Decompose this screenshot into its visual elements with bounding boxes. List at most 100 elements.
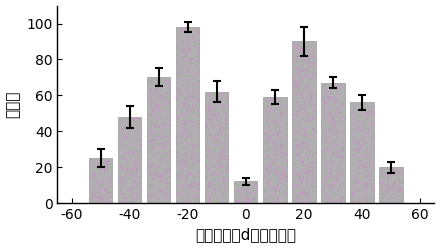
Point [272, 162, 279, 166]
Point [363, 152, 370, 156]
Point [308, 96, 315, 100]
Point [279, 157, 286, 161]
Point [292, 113, 299, 117]
Point [332, 151, 339, 155]
Point [118, 185, 125, 189]
Point [355, 164, 362, 168]
Point [296, 118, 303, 122]
Point [302, 57, 309, 61]
Point [161, 146, 168, 150]
Point [161, 131, 169, 135]
Point [296, 128, 303, 132]
Point [222, 112, 229, 116]
Point [378, 182, 385, 186]
Point [192, 38, 199, 42]
Point [154, 86, 161, 90]
Point [271, 117, 278, 121]
Point [176, 166, 183, 170]
Point [241, 200, 248, 204]
Point [126, 194, 133, 198]
Point [188, 88, 195, 92]
Point [153, 82, 160, 86]
Point [368, 168, 375, 172]
Point [194, 86, 201, 90]
Point [363, 130, 370, 134]
Point [190, 38, 197, 42]
Point [291, 126, 298, 130]
Point [150, 175, 157, 179]
Point [207, 191, 214, 195]
Point [117, 187, 124, 191]
Point [326, 124, 333, 128]
Point [93, 198, 100, 202]
Point [302, 174, 309, 178]
Point [179, 101, 186, 105]
Point [147, 150, 154, 154]
Point [105, 183, 112, 187]
Point [128, 149, 136, 153]
Point [137, 192, 144, 196]
Point [324, 182, 331, 186]
Point [204, 113, 211, 117]
Point [154, 87, 161, 91]
Point [188, 135, 195, 139]
Point [223, 146, 230, 150]
Point [166, 84, 173, 88]
Point [353, 128, 360, 132]
Point [263, 162, 270, 166]
Point [120, 156, 127, 160]
Point [223, 121, 230, 125]
Point [176, 185, 183, 189]
Point [181, 50, 188, 54]
Point [385, 172, 392, 176]
Point [152, 164, 159, 168]
Point [327, 120, 334, 124]
Point [182, 160, 189, 164]
Point [184, 66, 191, 70]
Point [282, 179, 289, 183]
Point [151, 86, 158, 90]
Point [154, 84, 161, 88]
Point [355, 123, 362, 127]
Point [240, 199, 247, 203]
Point [328, 174, 335, 178]
Point [149, 177, 156, 181]
Point [209, 112, 216, 116]
Point [326, 126, 333, 130]
Point [223, 110, 230, 114]
Point [155, 104, 162, 108]
Point [223, 160, 230, 164]
Point [262, 148, 269, 152]
Point [117, 128, 125, 132]
Point [122, 151, 129, 155]
Point [116, 178, 123, 182]
Point [223, 117, 230, 121]
Point [307, 73, 314, 77]
Point [218, 186, 225, 190]
Point [358, 175, 365, 179]
Point [126, 126, 133, 130]
Point [212, 190, 219, 194]
Point [273, 145, 280, 149]
Point [192, 87, 199, 91]
Point [352, 124, 359, 128]
Point [380, 185, 387, 189]
Point [365, 178, 372, 182]
Point [296, 101, 303, 105]
Point [304, 99, 312, 103]
Point [134, 138, 141, 142]
Point [183, 192, 190, 196]
Point [178, 39, 185, 43]
Point [159, 119, 166, 123]
Point [363, 149, 370, 153]
Point [235, 199, 242, 203]
Point [192, 141, 199, 145]
Point [162, 96, 169, 100]
Point [177, 193, 184, 197]
Point [334, 193, 341, 197]
Point [224, 167, 231, 171]
Point [280, 157, 287, 161]
Point [215, 197, 222, 201]
Point [277, 96, 284, 100]
Point [379, 199, 386, 203]
